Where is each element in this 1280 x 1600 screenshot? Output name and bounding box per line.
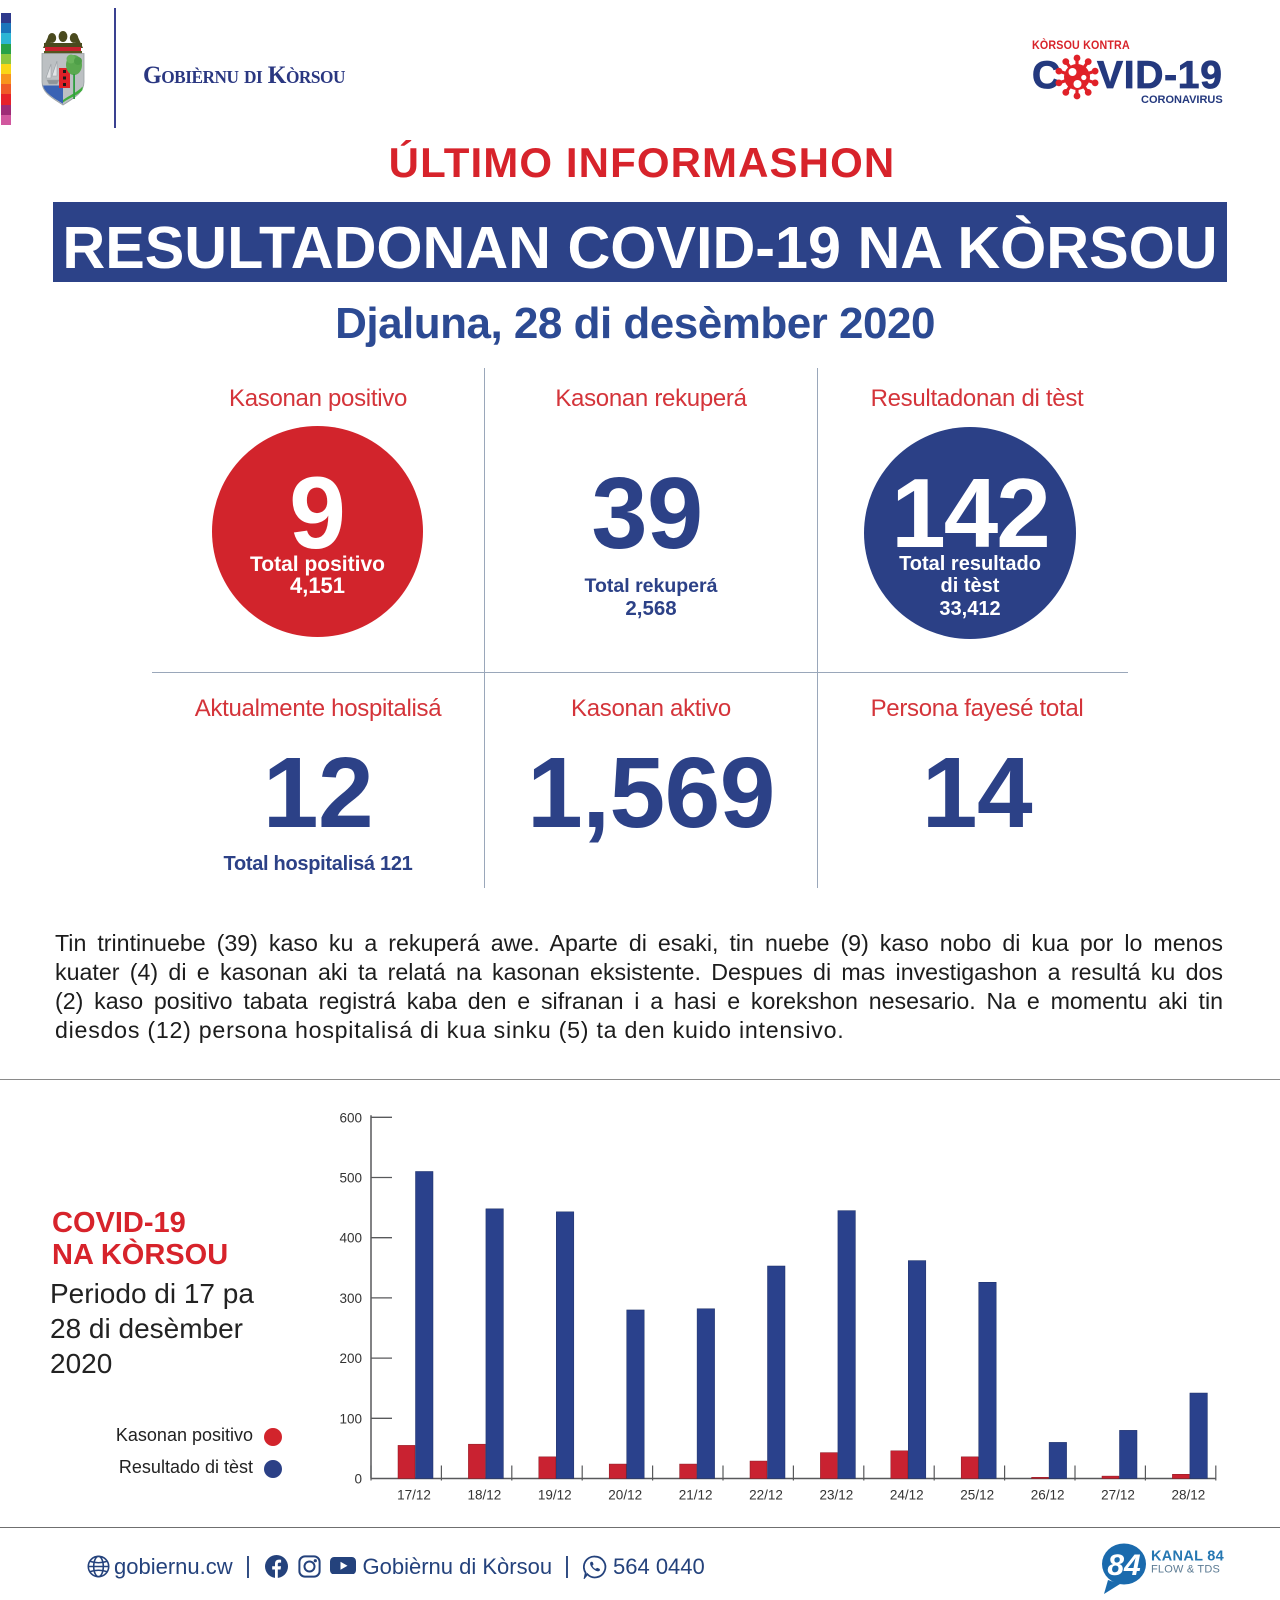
svg-text:27/12: 27/12 bbox=[1101, 1488, 1135, 1503]
svg-text:300: 300 bbox=[339, 1291, 362, 1306]
svg-text:600: 600 bbox=[339, 1110, 362, 1125]
svg-text:23/12: 23/12 bbox=[820, 1488, 854, 1503]
svg-text:28/12: 28/12 bbox=[1172, 1488, 1206, 1503]
svg-text:400: 400 bbox=[339, 1231, 362, 1246]
svg-text:FLOW & TDS: FLOW & TDS bbox=[1151, 1563, 1220, 1575]
svg-text:24/12: 24/12 bbox=[890, 1488, 924, 1503]
svg-text:84: 84 bbox=[1107, 1549, 1141, 1582]
svg-text:21/12: 21/12 bbox=[679, 1488, 713, 1503]
svg-text:19/12: 19/12 bbox=[538, 1488, 572, 1503]
svg-text:26/12: 26/12 bbox=[1031, 1488, 1065, 1503]
svg-text:22/12: 22/12 bbox=[749, 1488, 783, 1503]
svg-text:20/12: 20/12 bbox=[608, 1488, 642, 1503]
svg-text:100: 100 bbox=[339, 1411, 362, 1426]
svg-text:500: 500 bbox=[339, 1171, 362, 1186]
svg-text:17/12: 17/12 bbox=[397, 1488, 431, 1503]
svg-text:0: 0 bbox=[354, 1472, 362, 1487]
svg-text:200: 200 bbox=[339, 1351, 362, 1366]
svg-text:25/12: 25/12 bbox=[960, 1488, 994, 1503]
svg-text:KANAL 84: KANAL 84 bbox=[1151, 1549, 1224, 1565]
svg-text:18/12: 18/12 bbox=[468, 1488, 502, 1503]
